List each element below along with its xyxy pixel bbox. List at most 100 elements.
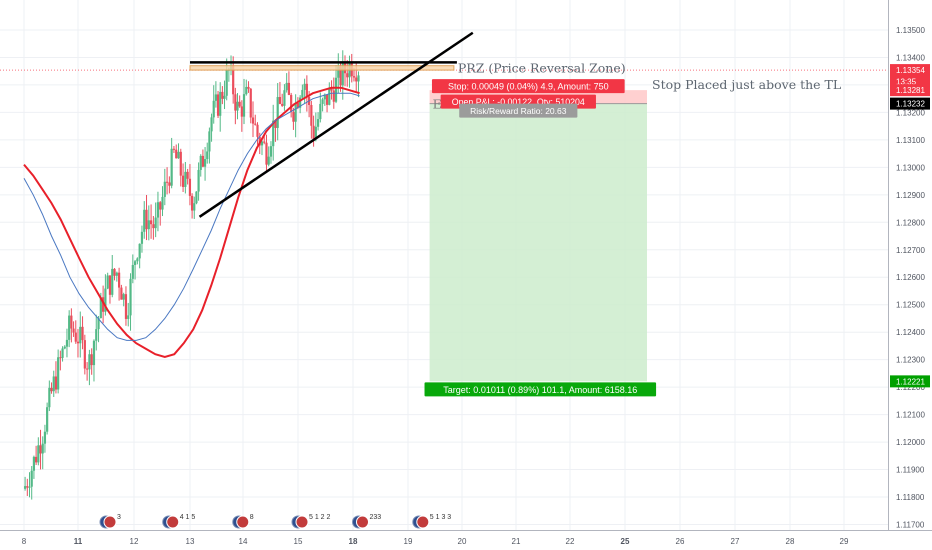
time-tick-12: 12 [130,537,139,546]
candle-102 [251,101,255,138]
candle-42 [118,267,121,301]
candle-38 [108,275,112,304]
candle-47 [129,273,132,331]
candle-37 [106,272,109,290]
candle-99 [245,79,248,96]
price-label-last-price: 1.13232 [890,97,930,110]
prz-label: PRZ (Price Reversal Zone) [458,61,626,76]
trend-line[interactable] [198,31,474,218]
event-1-flag-icon-2 [103,515,117,529]
event-3-count: 8 [250,514,254,521]
price-tick-13: 1.12200 [896,383,925,392]
event-2-count: 4 1 5 [180,514,196,521]
target-zone[interactable] [429,103,647,382]
candle-126 [305,75,308,112]
candle-63 [165,167,169,195]
candle-22 [72,321,75,337]
candle-95 [236,93,239,120]
candle-128 [310,100,313,139]
time-axis[interactable]: 8 11 12 13 14 15 18 19 20 21 22 25 26 27 28 29 [0,530,932,547]
candle-9 [43,424,47,453]
price-tick-8: 1.12700 [896,246,925,255]
candle-83 [210,113,213,142]
candle-125 [303,78,306,104]
moving-averages [23,86,360,358]
candle-30 [90,348,93,375]
event-1[interactable]: 3 [99,514,121,529]
candle-40 [113,268,116,281]
candle-116 [283,84,286,111]
event-6-count: 5 1 3 3 [430,514,452,521]
candle-8 [41,436,44,470]
candle-121 [294,94,297,138]
candle-110 [269,141,273,164]
event-6-flag-icon-2 [416,515,430,529]
candle-70 [181,163,185,192]
candle-100 [247,81,250,93]
position-labels: Stop: 0.00049 (0.04%) 4.9, Amount: 750 Op… [424,79,657,397]
candle-18 [63,345,66,350]
price-tick-1: 1.13400 [896,53,925,62]
price-axis[interactable]: 1.135001.134001.133001.132001.131001.130… [888,0,931,530]
blue-ma [23,92,360,341]
prz-box[interactable] [189,65,455,71]
candle-39 [111,254,114,298]
candle-19 [65,328,69,358]
time-tick-22: 22 [566,537,575,546]
candle-112 [274,120,277,142]
candle-144 [346,60,349,87]
price-tick-17: 1.11800 [896,493,925,502]
candle-6 [37,437,40,466]
candle-68 [177,143,180,159]
candle-79 [201,149,205,168]
position-zones [0,69,888,382]
candle-3 [30,466,33,500]
candle-2 [28,472,31,498]
event-6[interactable]: 5 1 3 3 [412,514,452,529]
candle-12 [50,382,53,394]
candle-26 [81,316,84,350]
event-4[interactable]: 5 1 2 2 [291,514,331,529]
price-tick-7: 1.12800 [896,218,925,227]
event-2[interactable]: 4 1 5 [162,514,196,529]
candle-54 [145,194,148,241]
candle-123 [299,95,302,114]
candle-114 [278,81,282,105]
candle-72 [186,168,189,185]
candle-97 [240,100,243,132]
candle-71 [184,161,187,194]
candle-104 [256,122,259,145]
candle-75 [193,196,196,219]
candle-117 [285,73,288,93]
candle-32 [95,314,98,351]
candle-28 [86,362,89,381]
price-label-level-1.13354: 1.13354 [890,64,930,77]
stop-note: Stop Placed just above the TL [652,77,841,92]
time-tick-29: 29 [840,537,849,546]
candle-139 [334,65,338,104]
svg-text:1.13354: 1.13354 [896,66,925,75]
time-tick-8: 8 [22,537,27,546]
time-tick-27: 27 [731,537,740,546]
candle-35 [102,285,105,324]
event-3[interactable]: 8 [232,514,254,529]
candle-67 [175,144,178,159]
candle-98 [242,78,246,125]
candle-60 [159,200,162,226]
price-label-target-price: 1.12221 [890,375,930,388]
candle-48 [131,254,134,284]
candle-86 [216,90,220,118]
candle-142 [341,50,344,100]
event-5[interactable]: 233 [352,514,382,529]
time-tick-19: 19 [404,537,413,546]
time-tick-15: 15 [294,537,303,546]
price-tick-16: 1.11900 [896,466,925,475]
candle-57 [152,216,155,240]
svg-text:Stop: 0.00049 (0.04%) 4.9, Amo: Stop: 0.00049 (0.04%) 4.9, Amount: 750 [448,82,609,92]
candle-49 [133,259,137,280]
candle-109 [267,146,270,167]
economic-events[interactable]: 3 4 1 5 8 5 1 2 2 233 5 1 3 3 [99,514,452,529]
price-tick-0: 1.13500 [896,26,925,35]
